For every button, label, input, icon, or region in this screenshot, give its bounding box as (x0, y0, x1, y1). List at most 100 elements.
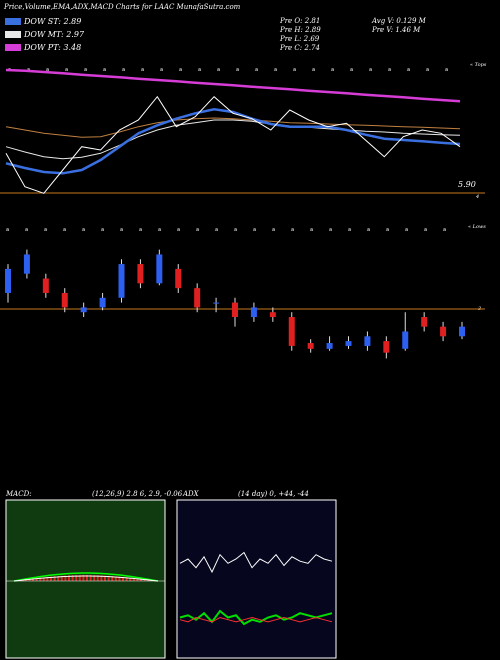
last-price-label: 5.90 (458, 180, 476, 189)
legend-swatch-pt (5, 43, 21, 51)
macd-params: (12,26,9) 2.8 6, 2.9, -0.06 (92, 490, 183, 498)
series-line-1 (5, 117, 461, 138)
tick-mark: a (331, 67, 334, 73)
tick-mark: a (120, 227, 123, 233)
macd-histogram-bar (136, 578, 139, 581)
candle-body (175, 268, 182, 289)
legend-dow-mt: DOW MT: 2.97 (5, 29, 84, 39)
macd-histogram-bar (39, 577, 42, 581)
tick-mark: a (177, 227, 180, 233)
tick-mark: a (310, 227, 313, 233)
tick-mark: a (234, 227, 237, 233)
macd-histogram-bar (89, 575, 92, 581)
tick-mark: a (101, 227, 104, 233)
candle-body (421, 317, 428, 327)
legend-label-st: DOW ST: 2.89 (24, 16, 82, 26)
macd-title: MACD: (6, 490, 32, 498)
legend-label-pt: DOW PT: 3.48 (24, 42, 82, 52)
macd-histogram-bar (42, 577, 45, 581)
tick-mark: a (141, 67, 144, 73)
tick-mark: a (291, 227, 294, 233)
tick-mark: a (407, 67, 410, 73)
candle-body (364, 336, 371, 346)
macd-histogram-bar (35, 578, 38, 581)
legend-dow-pt: DOW PT: 3.48 (5, 42, 81, 52)
tick-mark: a (369, 67, 372, 73)
tick-mark: a (103, 67, 106, 73)
candle-body (459, 326, 465, 337)
panel-lows-label: « Lows (468, 224, 486, 230)
macd-histogram-bar (143, 579, 146, 581)
tick-mark: a (44, 227, 47, 233)
macd-histogram-bar (111, 576, 114, 581)
candle-body (194, 288, 201, 308)
legend-swatch-mt (5, 30, 21, 38)
tick-mark: a (160, 67, 163, 73)
panel-tops-label: « Tops (470, 62, 487, 68)
tick-mark: a (179, 67, 182, 73)
candle-body (232, 302, 238, 318)
tick-mark: a (6, 227, 9, 233)
chart-title: Price,Volume,EMA,ADX,MACD Charts for LAA… (4, 3, 241, 11)
tick-mark: a (46, 67, 49, 73)
tick-mark: a (217, 67, 220, 73)
macd-histogram-bar (50, 576, 52, 581)
candle-body (42, 278, 49, 293)
candle-body (5, 268, 11, 293)
series-line-3 (5, 108, 461, 175)
candle-body (137, 264, 144, 284)
macd-histogram-bar (118, 576, 121, 581)
adx-title: ADX (183, 490, 199, 498)
candle-body (23, 254, 30, 274)
legend-swatch-st (5, 17, 21, 25)
series-line-4 (5, 95, 461, 194)
tick-mark: a (388, 67, 391, 73)
candle-body (99, 297, 106, 308)
tick-mark: a (293, 67, 296, 73)
tick-mark: a (82, 227, 85, 233)
tick-mark: a (65, 67, 68, 73)
tick-mark: a (405, 227, 408, 233)
macd-histogram-bar (132, 578, 135, 581)
tick-mark: a (426, 67, 429, 73)
legend-label-mt: DOW MT: 2.97 (24, 29, 85, 39)
series-line-2 (5, 119, 461, 160)
macd-histogram-bar (28, 579, 31, 581)
tick-mark: a (443, 227, 446, 233)
tick-mark: a (312, 67, 315, 73)
tick-mark: a (25, 227, 28, 233)
candle-body (269, 312, 276, 318)
tick-mark: a (367, 227, 370, 233)
candle-body (440, 326, 447, 337)
macd-histogram-bar (100, 575, 103, 581)
tick-mark: a (196, 227, 199, 233)
macd-histogram-bar (68, 575, 70, 581)
candle-body (383, 341, 390, 353)
tick-mark: a (350, 67, 353, 73)
macd-histogram-bar (122, 577, 124, 581)
series-line-0 (5, 68, 461, 103)
macd-histogram-bar (78, 575, 81, 581)
macd-histogram-bar (57, 576, 60, 581)
macd-histogram-bar (129, 577, 132, 581)
macd-histogram-bar (140, 579, 142, 581)
candle-body (61, 292, 68, 308)
macd-histogram-bar (24, 579, 27, 581)
tick-mark: a (139, 227, 142, 233)
macd-histogram-bar (114, 576, 117, 581)
macd-histogram-bar (86, 575, 88, 581)
adx-panel (176, 499, 337, 659)
tick-mark: a (122, 67, 125, 73)
stat-avg-volume: Avg V: 0.129 M (372, 17, 426, 25)
candle-body (80, 307, 87, 313)
macd-histogram-bar (32, 578, 34, 581)
macd-histogram-bar (104, 575, 106, 581)
stat-pre-high: Pre H: 2.89 (280, 26, 321, 34)
tick-mark: a (236, 67, 239, 73)
candle-body (307, 343, 314, 349)
price-level-label: 4 (476, 194, 480, 200)
adx-series-1 (179, 609, 333, 626)
tick-mark: a (84, 67, 87, 73)
candle-body (345, 341, 352, 346)
